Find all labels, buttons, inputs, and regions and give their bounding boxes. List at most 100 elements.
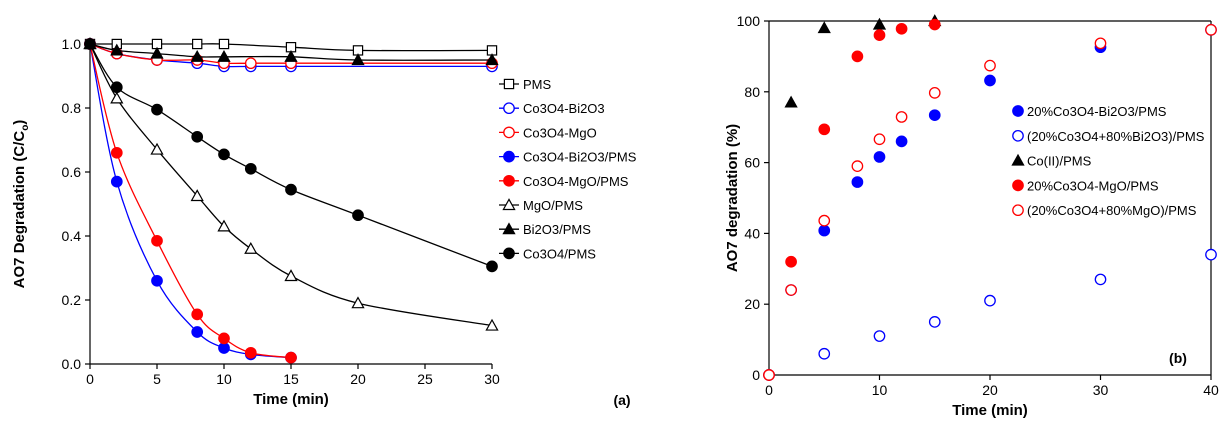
data-point	[1094, 273, 1107, 286]
data-point	[352, 209, 364, 222]
data-point	[110, 146, 123, 159]
data-point	[928, 109, 941, 122]
data-point	[284, 49, 298, 62]
legend-label: Co3O4/PMS	[523, 246, 596, 261]
data-point	[485, 53, 499, 66]
data-point	[873, 133, 886, 146]
data-point	[190, 49, 204, 62]
series-20-co3o4-80-mgo-pms	[763, 24, 1217, 381]
x-tick-label: 20	[982, 382, 998, 398]
data-point	[191, 130, 204, 143]
x-tick-label: 20	[350, 371, 366, 387]
legend-label: 20%Co3O4-Bi2O3/PMS	[1027, 104, 1167, 119]
x-tick-label: 25	[417, 371, 433, 387]
legend-marker	[1012, 105, 1024, 117]
data-point	[1205, 24, 1217, 36]
legend-marker	[1012, 179, 1024, 192]
data-point	[818, 123, 831, 136]
x-tick-label: 15	[283, 371, 299, 387]
legend-item-20-co3o4-80-mgo-pms: (20%Co3O4+80%MgO)/PMS	[1012, 203, 1197, 218]
x-tick-label: 10	[216, 371, 232, 387]
x-tick-label: 0	[86, 371, 94, 387]
y-tick-label: 60	[744, 155, 760, 171]
data-point	[928, 18, 941, 31]
y-tick-label: 40	[744, 225, 760, 241]
data-point	[192, 38, 203, 50]
legend-item-co3o4-bi2o3-pms: Co3O4-Bi2O3/PMS	[499, 150, 637, 165]
data-point	[984, 59, 996, 72]
y-tick-label: 1.0	[62, 36, 82, 52]
data-point	[218, 342, 230, 354]
data-point	[785, 284, 797, 296]
panel-label: (b)	[1169, 350, 1187, 366]
series-20-co3o4-mgo-pms	[763, 18, 941, 381]
data-point	[84, 38, 96, 50]
data-point	[984, 74, 996, 87]
data-point	[191, 308, 204, 321]
data-point	[217, 219, 231, 232]
legend: 20%Co3O4-Bi2O3/PMS (20%Co3O4+80%Bi2O3)/PM…	[1011, 104, 1205, 218]
data-point	[190, 189, 204, 202]
series-co3o4-pms	[84, 38, 498, 273]
y-tick-label: 0.6	[62, 164, 82, 180]
data-point	[895, 111, 908, 123]
data-point	[895, 135, 908, 148]
data-point	[217, 49, 231, 62]
x-tick-label: 5	[153, 371, 161, 387]
legend-marker	[503, 102, 515, 115]
data-point	[851, 50, 864, 63]
data-point	[150, 142, 164, 155]
data-point	[110, 43, 124, 56]
legend-marker	[1012, 204, 1024, 217]
y-tick-label: 0.8	[62, 100, 82, 116]
y-tick-label: 0.4	[62, 228, 82, 244]
data-point	[818, 214, 831, 227]
legend-item-co-ii-pms: Co(II)/PMS	[1011, 154, 1092, 169]
data-point	[763, 369, 775, 381]
chart-panel-b: 0 10 20 30 40 0 20 40 60 80 100 Time (min) AO7 degra…	[724, 13, 1219, 419]
legend-marker	[502, 198, 516, 211]
legend-label: Co3O4-MgO/PMS	[523, 174, 629, 189]
data-point	[218, 38, 230, 50]
data-point	[784, 95, 798, 108]
legend-label: Bi2O3/PMS	[523, 222, 591, 237]
data-point	[244, 241, 258, 254]
data-point	[895, 22, 908, 35]
series-20-co3o4-80-bi2o3-pms	[763, 248, 1217, 381]
data-point	[218, 148, 230, 161]
legend-item-mgo-pms: MgO/PMS	[499, 198, 583, 213]
legend-label: Co3O4-Bi2O3	[523, 101, 605, 116]
x-tick-label: 0	[765, 382, 773, 398]
legend-item-co3o4-mgo: Co3O4-MgO	[499, 125, 597, 140]
data-point	[486, 260, 498, 273]
data-point	[151, 234, 163, 247]
x-tick-label: 40	[1203, 382, 1219, 398]
y-tick-label: 0	[752, 367, 760, 383]
legend-label: (20%Co3O4+80%Bi2O3)/PMS	[1027, 129, 1205, 144]
data-point	[244, 346, 257, 359]
y-axis-label: AO7 Degradation (C/Co)	[11, 120, 31, 289]
chart-panel-a: 0 5 10 15 20 25 30 0.0 0.2 0.4 0.6 0.8 1.0 Time (min)…	[11, 36, 637, 408]
data-point	[151, 103, 163, 116]
data-point	[351, 296, 365, 309]
legend-label: Co3O4-Bi2O3/PMS	[523, 150, 637, 165]
data-point	[873, 330, 886, 342]
legend-item-pms: PMS	[499, 77, 552, 92]
data-point	[1205, 248, 1217, 261]
y-axis-label: AO7 degradation (%)	[724, 124, 741, 272]
legend-label: 20%Co3O4-MgO/PMS	[1027, 178, 1159, 193]
data-point	[851, 160, 864, 172]
legend-marker	[503, 78, 515, 90]
legend-label: MgO/PMS	[523, 198, 583, 213]
data-point	[851, 176, 864, 188]
legend-item-20-co3o4-mgo-pms: 20%Co3O4-MgO/PMS	[1012, 178, 1159, 193]
legend-marker	[502, 222, 516, 235]
y-tick-label: 0.2	[62, 292, 82, 308]
data-point	[110, 81, 123, 94]
data-point	[1094, 37, 1107, 50]
data-point	[872, 17, 887, 30]
data-point	[285, 351, 297, 364]
y-tick-label: 20	[744, 296, 760, 312]
legend-item-co3o4-mgo-pms: Co3O4-MgO/PMS	[499, 174, 629, 189]
